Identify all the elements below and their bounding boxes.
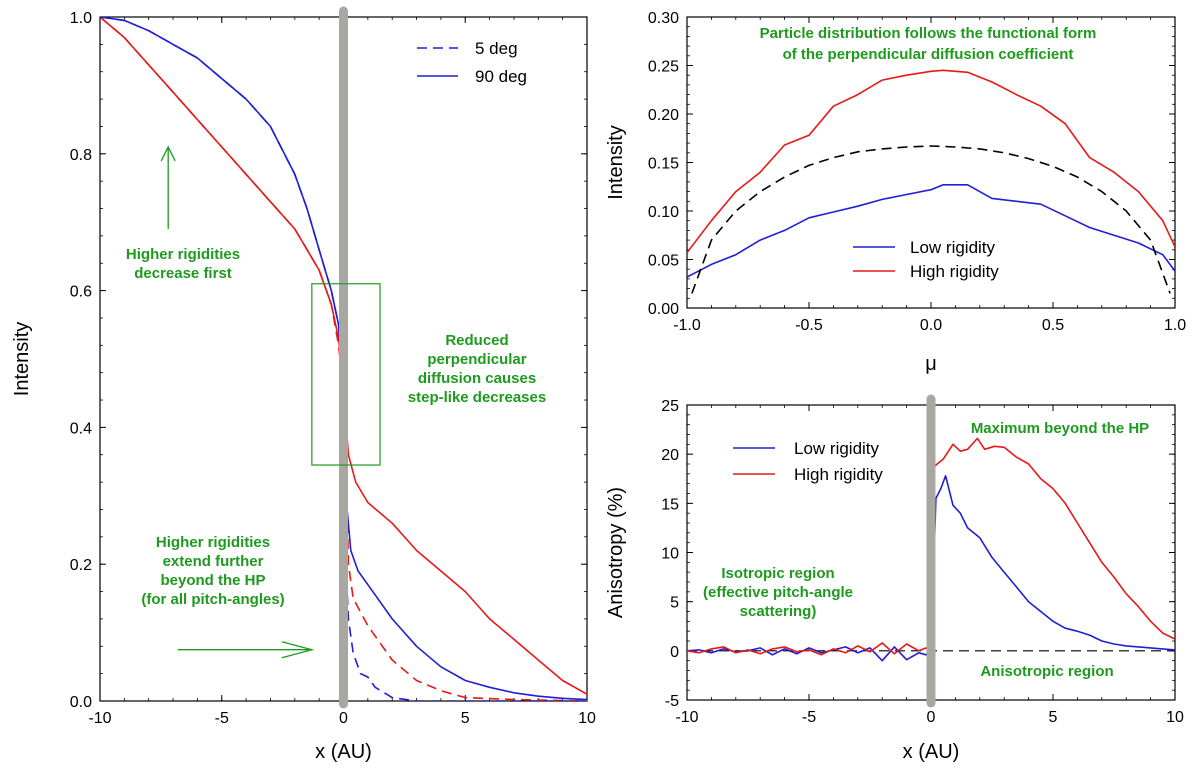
- annotation-reduced-diffusion: Reduced perpendicular diffusion causes step…: [408, 332, 546, 406]
- y-tick-label: 20: [661, 447, 679, 464]
- y-tick-label: 0.8: [70, 147, 92, 164]
- series-line-low-dashed: [100, 17, 587, 701]
- panel-top-right-intensity-mu: -1.0 -0.5 0.0 0.5 1.0 0.00 0.05 0.10 0.15 0.20 0.2…: [605, 10, 1186, 375]
- series-line-high-solid: [687, 69, 1175, 254]
- legend-label: Low rigidity: [794, 439, 880, 458]
- y-tick-label: 5: [670, 595, 679, 612]
- y-tick-label: -5: [665, 693, 679, 710]
- y-axis-label: Intensity: [605, 125, 627, 199]
- annotation-isotropic-region: Isotropic region (effective pitch-angle sc…: [703, 565, 853, 620]
- y-tick-label: 0.30: [648, 10, 679, 27]
- legend-label: Low rigidity: [910, 238, 996, 257]
- annotation-anisotropic-region: Anisotropic region: [980, 663, 1113, 680]
- y-tick-label: 25: [661, 398, 679, 415]
- series-line-mean-dashed: [691, 145, 1171, 294]
- legend: 5 deg 90 deg: [417, 39, 527, 86]
- legend-label: 90 deg: [475, 67, 527, 86]
- y-tick-label: 0.00: [648, 301, 679, 318]
- step-region-box: [311, 283, 381, 466]
- y-axis-label: Intensity: [11, 322, 33, 396]
- y-tick-label: 1.0: [70, 10, 92, 27]
- x-tick-label: -0.5: [795, 317, 823, 334]
- y-tick-label: 0.05: [648, 253, 679, 270]
- x-axis-label: x (AU): [903, 741, 960, 763]
- x-tick-label: -10: [675, 709, 698, 726]
- x-tick-label: 0.5: [1042, 317, 1064, 334]
- legend-label: High rigidity: [794, 465, 883, 484]
- legend-label: 5 deg: [475, 39, 518, 58]
- x-axis-label: x (AU): [315, 741, 372, 763]
- x-tick-label: 10: [578, 710, 596, 727]
- y-tick-label: 10: [661, 546, 679, 563]
- y-tick-label: 0.25: [648, 59, 679, 76]
- x-tick-label: 5: [461, 710, 470, 727]
- x-tick-label: 1.0: [1164, 317, 1186, 334]
- x-tick-label: 5: [1049, 709, 1058, 726]
- y-tick-label: 0: [670, 644, 679, 661]
- annotation-higher-decrease: Higher rigidities decrease first: [126, 246, 240, 282]
- series-line-low-solid: [687, 184, 1175, 278]
- x-tick-label: -5: [215, 710, 229, 727]
- y-axis-label: Anisotropy (%): [605, 487, 627, 618]
- legend: Low rigidity High rigidity: [853, 238, 999, 281]
- panel-left-intensity: -10 -5 0 5 10 0.0 0.2 0.4 0.6 0.8 1.0 x (AU) Intensi…: [11, 6, 596, 763]
- x-tick-label: -10: [88, 710, 111, 727]
- x-tick-label: 10: [1166, 709, 1184, 726]
- x-axis-label: μ: [925, 353, 937, 375]
- x-tick-label: 0.0: [920, 317, 942, 334]
- y-tick-label: 15: [661, 496, 679, 513]
- arrow-right-head: [281, 641, 315, 659]
- x-tick-label: -1.0: [673, 317, 701, 334]
- x-tick-label: 0: [339, 710, 348, 727]
- y-tick-label: 0.6: [70, 284, 92, 301]
- annotation-extend-beyond-hp: Higher rigidities extend further beyond th…: [141, 534, 284, 608]
- y-tick-label: 0.10: [648, 204, 679, 221]
- panel-annotation-title: Particle distribution follows the functi…: [760, 25, 1097, 63]
- annotation-maximum-beyond-hp: Maximum beyond the HP: [971, 420, 1149, 437]
- x-tick-label: 0: [927, 709, 936, 726]
- legend: Low rigidity High rigidity: [733, 439, 883, 484]
- series-line-high-dashed: [100, 17, 587, 701]
- y-tick-label: 0.4: [70, 420, 92, 437]
- arrow-up-head: [160, 145, 176, 162]
- y-tick-label: 0.0: [70, 694, 92, 711]
- y-tick-label: 0.20: [648, 107, 679, 124]
- y-tick-label: 0.15: [648, 156, 679, 173]
- y-tick-label: 0.2: [70, 557, 92, 574]
- x-tick-label: -5: [802, 709, 816, 726]
- series-line-low-solid: [687, 475, 1175, 662]
- legend-label: High rigidity: [910, 262, 999, 281]
